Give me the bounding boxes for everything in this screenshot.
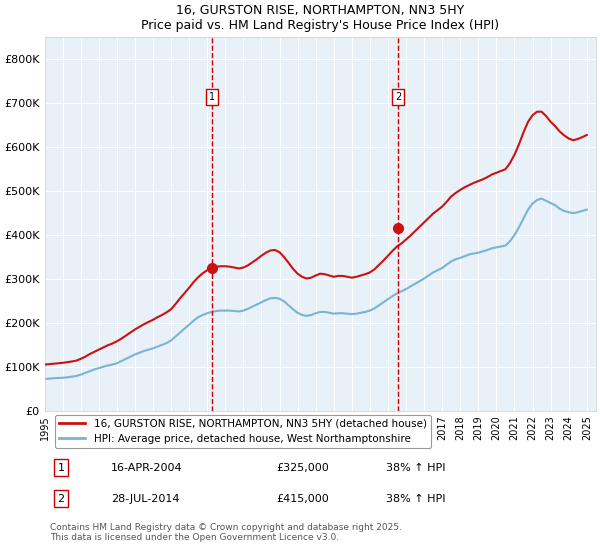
Text: 28-JUL-2014: 28-JUL-2014 — [110, 494, 179, 504]
Text: £325,000: £325,000 — [276, 463, 329, 473]
Text: 1: 1 — [58, 463, 65, 473]
Text: 16-APR-2004: 16-APR-2004 — [110, 463, 182, 473]
Text: 2: 2 — [395, 92, 401, 102]
Text: 1: 1 — [209, 92, 215, 102]
Text: Contains HM Land Registry data © Crown copyright and database right 2025.
This d: Contains HM Land Registry data © Crown c… — [50, 522, 402, 542]
Text: 38% ↑ HPI: 38% ↑ HPI — [386, 494, 446, 504]
Text: 2: 2 — [58, 494, 65, 504]
Text: 38% ↑ HPI: 38% ↑ HPI — [386, 463, 446, 473]
Text: £415,000: £415,000 — [276, 494, 329, 504]
Title: 16, GURSTON RISE, NORTHAMPTON, NN3 5HY
Price paid vs. HM Land Registry's House P: 16, GURSTON RISE, NORTHAMPTON, NN3 5HY P… — [141, 4, 499, 32]
Legend: 16, GURSTON RISE, NORTHAMPTON, NN3 5HY (detached house), HPI: Average price, det: 16, GURSTON RISE, NORTHAMPTON, NN3 5HY (… — [55, 414, 431, 448]
